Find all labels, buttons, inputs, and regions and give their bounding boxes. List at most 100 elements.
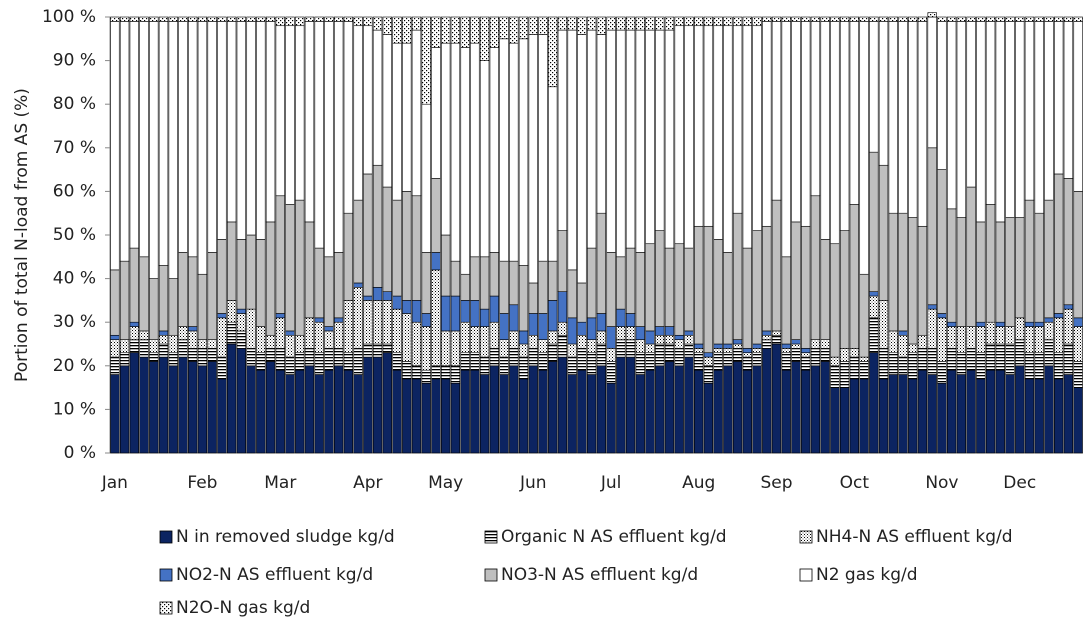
bar-segment — [1073, 21, 1083, 192]
bar-segment — [265, 334, 276, 349]
bar-segment — [518, 343, 529, 358]
bar-segment — [129, 339, 139, 354]
bar-segment — [382, 186, 392, 292]
bar-segment — [441, 42, 451, 236]
bar-segment — [1005, 217, 1015, 327]
bar-segment — [878, 164, 889, 301]
bar-segment — [703, 365, 714, 384]
bar-segment — [577, 34, 587, 284]
bar-segment — [752, 16, 762, 27]
bar-segment — [762, 225, 772, 332]
bar-segment — [956, 16, 967, 22]
bar-segment — [830, 387, 840, 454]
bar-segment — [538, 260, 548, 314]
bar-segment — [353, 16, 363, 27]
bar-segment — [1015, 21, 1025, 218]
bar-segment — [1063, 178, 1074, 306]
bar-segment — [479, 60, 490, 258]
bar-segment — [197, 21, 208, 275]
bar-segment — [421, 369, 431, 384]
y-tick-label: 90 % — [53, 51, 96, 71]
bar-segment — [917, 16, 928, 22]
bar-segment — [771, 343, 782, 454]
bar-segment — [1024, 378, 1035, 454]
bar-segment — [285, 204, 295, 332]
bar-segment — [878, 16, 889, 22]
bar-segment — [567, 343, 577, 358]
bar-segment — [1034, 16, 1044, 22]
bar-segment — [830, 16, 840, 22]
bar-segment — [762, 330, 772, 336]
bar-segment — [976, 321, 986, 327]
bar-segment — [596, 365, 607, 454]
bar-segment — [956, 326, 967, 354]
bar-segment — [188, 348, 198, 362]
legend-label: N in removed sludge kg/d — [176, 527, 395, 547]
bar-segment — [1073, 317, 1083, 327]
bar-segment — [606, 16, 616, 31]
bar-segment — [460, 321, 470, 354]
bar-segment — [402, 191, 412, 301]
bar-segment — [479, 308, 490, 327]
x-tick-label: Sep — [760, 473, 792, 493]
bar-segment — [236, 348, 247, 454]
bar-segment — [732, 212, 743, 340]
bar-segment — [324, 369, 334, 454]
bar-segment — [188, 361, 198, 454]
bar-segment — [1024, 352, 1035, 380]
bar-segment — [421, 313, 431, 327]
bar-segment — [703, 356, 714, 367]
bar-segment — [742, 25, 752, 249]
bar-segment — [577, 16, 587, 35]
bar-segment — [937, 21, 947, 170]
bar-segment — [713, 16, 723, 27]
bar-segment — [655, 343, 665, 367]
bar-segment — [499, 356, 509, 375]
bar-segment — [859, 356, 869, 362]
bar-segment — [995, 16, 1005, 22]
bar-segment — [158, 265, 169, 332]
legend-swatch — [159, 601, 173, 615]
bar-segment — [509, 330, 519, 349]
legend-swatch — [484, 568, 498, 582]
bar-segment — [421, 16, 431, 105]
bar-segment — [499, 374, 509, 454]
bar-segment — [548, 300, 558, 332]
x-tick-label: Mar — [264, 473, 296, 493]
bar-segment — [927, 12, 937, 18]
legend-swatch — [799, 568, 813, 582]
bar-segment — [1063, 304, 1074, 310]
bar-segment — [732, 16, 743, 27]
bar-segment — [275, 195, 285, 314]
bar-segment — [849, 356, 860, 380]
bar-segment — [518, 38, 529, 266]
bar-segment — [421, 103, 431, 253]
bar-segment — [548, 86, 558, 262]
bar-segment — [577, 282, 587, 323]
bar-segment — [178, 339, 188, 358]
bar-segment — [411, 300, 422, 323]
bar-segment — [479, 256, 490, 310]
bar-segment — [1015, 339, 1025, 367]
bar-segment — [742, 369, 752, 454]
bar-segment — [402, 361, 412, 380]
bar-segment — [207, 16, 217, 22]
bar-segment — [908, 378, 918, 454]
bar-segment — [499, 260, 509, 314]
bar-segment — [713, 369, 723, 454]
bar-segment — [966, 21, 976, 188]
bar-segment — [878, 300, 889, 349]
x-tick-label: Dec — [1003, 473, 1036, 493]
bar-segment — [149, 361, 159, 454]
bar-segment — [489, 348, 500, 367]
bar-segment — [489, 295, 500, 323]
bar-segment — [664, 334, 675, 345]
bar-segment — [567, 16, 577, 31]
bar-segment — [645, 330, 655, 345]
bar-segment — [285, 330, 295, 336]
bar-segment — [976, 16, 986, 22]
bar-segment — [664, 247, 675, 327]
bar-segment — [859, 361, 869, 380]
bar-segment — [985, 16, 996, 22]
bar-segment — [966, 186, 976, 327]
